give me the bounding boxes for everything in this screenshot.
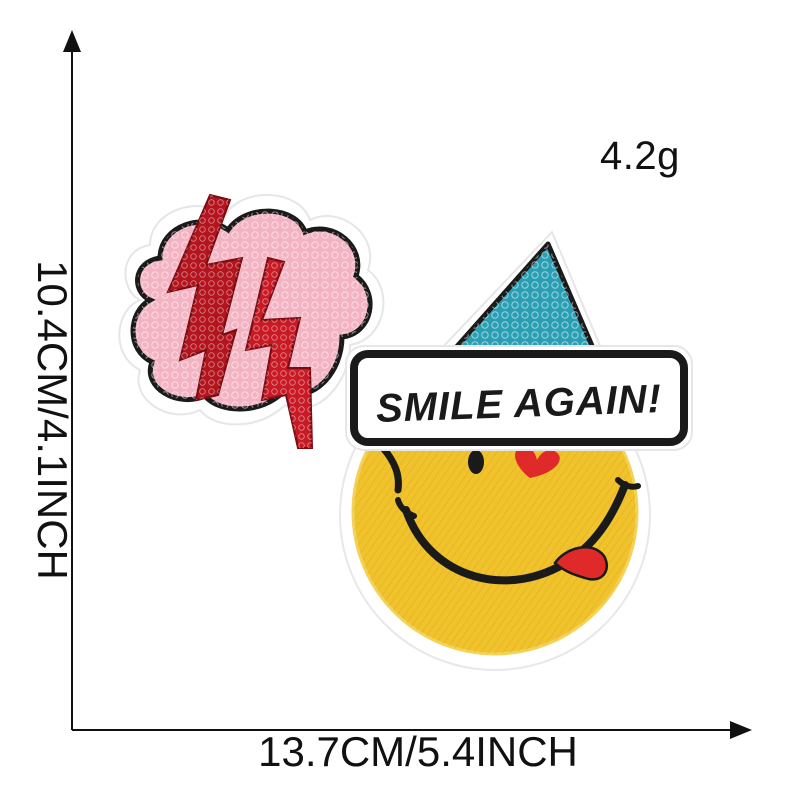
weight-label: 4.2g <box>600 134 680 178</box>
x-axis-arrow-icon <box>730 721 752 739</box>
y-axis-arrow-icon <box>63 30 81 52</box>
dimension-axes <box>63 30 752 739</box>
banner <box>350 350 688 446</box>
smiley-patch: SMILE AGAIN! <box>339 230 693 671</box>
cloud-lightning-patch <box>118 193 385 449</box>
banner-text: SMILE AGAIN! <box>375 377 662 431</box>
tongue <box>553 546 609 581</box>
smile-mouth <box>402 481 629 585</box>
left-eye-icon <box>379 444 402 494</box>
height-label: 10.4CM/4.1INCH <box>29 260 76 580</box>
width-label: 13.7CM/5.4INCH <box>258 728 578 775</box>
heart-icon <box>515 446 560 478</box>
wink-eye-icon <box>468 450 484 474</box>
